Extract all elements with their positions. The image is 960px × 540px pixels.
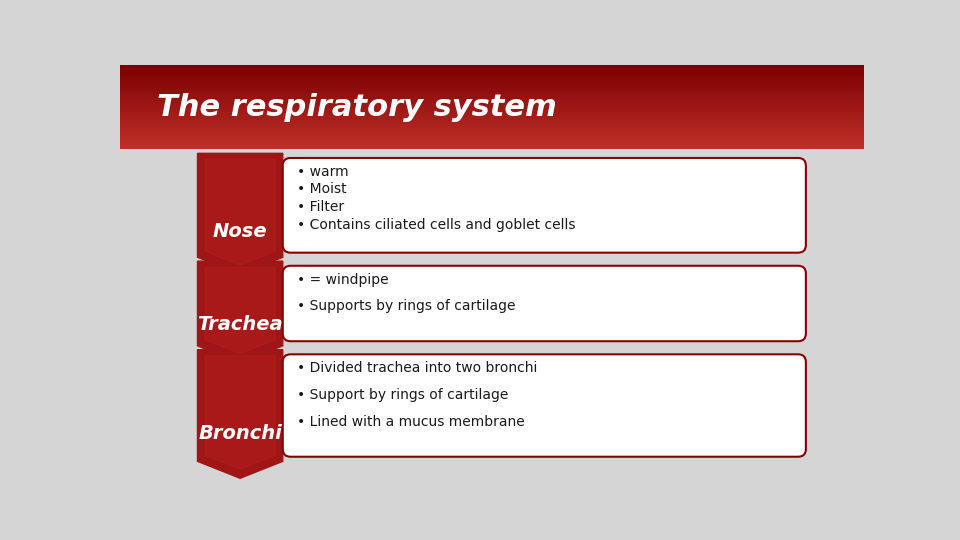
Text: • warm: • warm xyxy=(297,165,348,179)
Text: Trachea: Trachea xyxy=(198,315,283,334)
Polygon shape xyxy=(198,350,283,478)
Text: • Supports by rings of cartilage: • Supports by rings of cartilage xyxy=(297,299,516,313)
Text: • Lined with a mucus membrane: • Lined with a mucus membrane xyxy=(297,415,524,429)
Text: • = windpipe: • = windpipe xyxy=(297,273,389,287)
Text: Bronchi: Bronchi xyxy=(199,424,282,443)
FancyBboxPatch shape xyxy=(283,354,805,457)
Polygon shape xyxy=(205,356,275,469)
FancyBboxPatch shape xyxy=(283,158,805,253)
Bar xyxy=(120,150,864,481)
Text: • Support by rings of cartilage: • Support by rings of cartilage xyxy=(297,388,508,402)
Polygon shape xyxy=(198,261,283,363)
Polygon shape xyxy=(205,159,275,265)
Text: • Filter: • Filter xyxy=(297,200,344,214)
Text: • Contains ciliated cells and goblet cells: • Contains ciliated cells and goblet cel… xyxy=(297,218,575,232)
FancyBboxPatch shape xyxy=(283,266,805,341)
Text: • Divided trachea into two bronchi: • Divided trachea into two bronchi xyxy=(297,361,537,375)
Polygon shape xyxy=(198,153,283,274)
Text: The respiratory system: The respiratory system xyxy=(157,93,557,122)
Text: • Moist: • Moist xyxy=(297,183,347,197)
Text: Nose: Nose xyxy=(213,222,268,241)
Polygon shape xyxy=(205,267,275,354)
